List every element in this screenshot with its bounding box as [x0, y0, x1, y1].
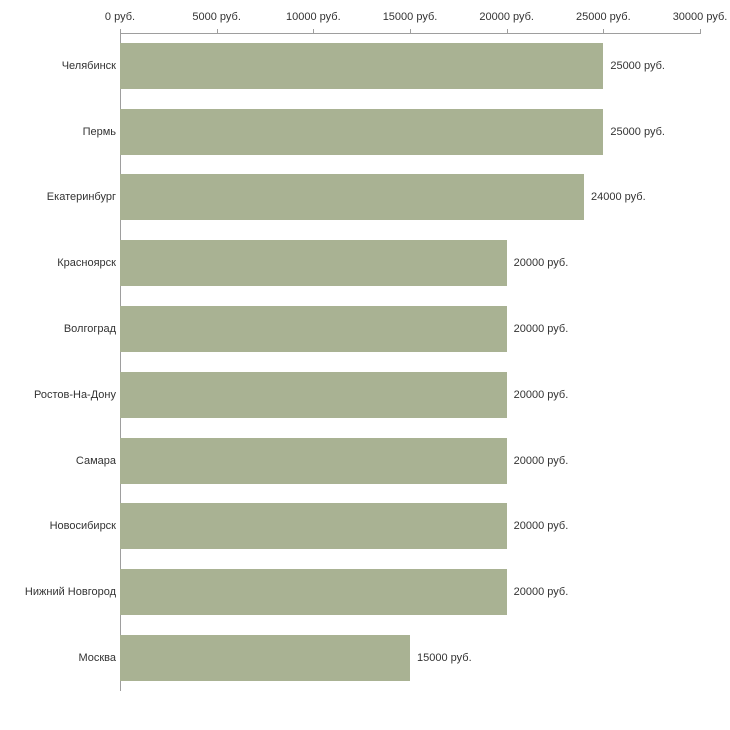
bar-row: Нижний Новгород 20000 руб.	[0, 559, 730, 625]
bar-category-label: Челябинск	[61, 59, 116, 72]
x-axis-tick-label: 15000 руб.	[382, 11, 438, 23]
bar	[120, 42, 604, 89]
x-axis-tick-label: 0 руб.	[104, 11, 136, 23]
bar-row: Ростов-На-Дону 20000 руб.	[0, 362, 730, 428]
x-axis-line	[120, 33, 701, 34]
bar-category-label: Нижний Новгород	[24, 586, 116, 599]
bar	[120, 108, 604, 155]
bar-value-label: 20000 руб.	[513, 454, 569, 467]
bar	[120, 503, 507, 550]
bar-category-label: Екатеринбург	[46, 191, 116, 204]
bar-row: Пермь 25000 руб.	[0, 99, 730, 165]
x-axis-tick-mark	[313, 29, 315, 33]
x-axis-tick-label: 10000 руб.	[286, 11, 341, 23]
bar-category-label: Красноярск	[57, 257, 116, 270]
bar-row: Москва 15000 руб.	[0, 625, 730, 691]
bar	[120, 635, 410, 682]
bar	[120, 174, 584, 221]
x-axis-tick-mark	[700, 29, 701, 33]
bar-row: Челябинск 25000 руб.	[0, 33, 730, 99]
bar-category-label: Самара	[75, 454, 116, 467]
bar	[120, 306, 507, 353]
x-axis-tick-mark	[120, 29, 121, 33]
bar-value-label: 20000 руб.	[513, 257, 569, 270]
x-axis-tick-label: 25000 руб.	[576, 11, 631, 23]
bar-category-label: Ростов-На-Дону	[33, 388, 116, 401]
bar-value-label: 25000 руб.	[610, 59, 665, 72]
bar	[120, 371, 507, 418]
x-axis-tick-mark	[410, 29, 411, 33]
bar-row: Новосибирск 20000 руб.	[0, 494, 730, 560]
x-axis-tick-mark	[216, 29, 218, 33]
bar-category-label: Новосибирск	[49, 520, 116, 533]
bar	[120, 569, 507, 616]
y-axis-line	[120, 33, 121, 691]
bar-row: Екатеринбург 24000 руб.	[0, 165, 730, 231]
bar-category-label: Волгоград	[63, 323, 116, 336]
x-axis-tick-mark	[506, 29, 508, 33]
bar-value-label: 20000 руб.	[513, 520, 569, 533]
x-axis-tick-label: 5000 руб.	[192, 11, 241, 23]
x-axis-tick-label: 30000 руб.	[672, 11, 728, 23]
bar-value-label: 25000 руб.	[610, 125, 665, 138]
bar	[120, 437, 507, 484]
bar-value-label: 20000 руб.	[513, 586, 569, 599]
bar-row: Красноярск 20000 руб.	[0, 230, 730, 296]
bar-value-label: 20000 руб.	[513, 323, 569, 336]
bar-category-label: Пермь	[82, 125, 116, 138]
bar-rows: Челябинск 25000 руб. Пермь 25000 руб. Екатер…	[0, 33, 730, 691]
bar-category-label: Москва	[78, 652, 116, 665]
bar-value-label: 24000 руб.	[591, 191, 646, 204]
bar	[120, 240, 507, 287]
x-axis-tick-mark	[603, 29, 605, 33]
bar-value-label: 15000 руб.	[417, 652, 472, 665]
x-axis-tick-label: 20000 руб.	[479, 11, 534, 23]
bar-row: Волгоград 20000 руб.	[0, 296, 730, 362]
bar-value-label: 20000 руб.	[513, 388, 569, 401]
bar-row: Самара 20000 руб.	[0, 428, 730, 494]
